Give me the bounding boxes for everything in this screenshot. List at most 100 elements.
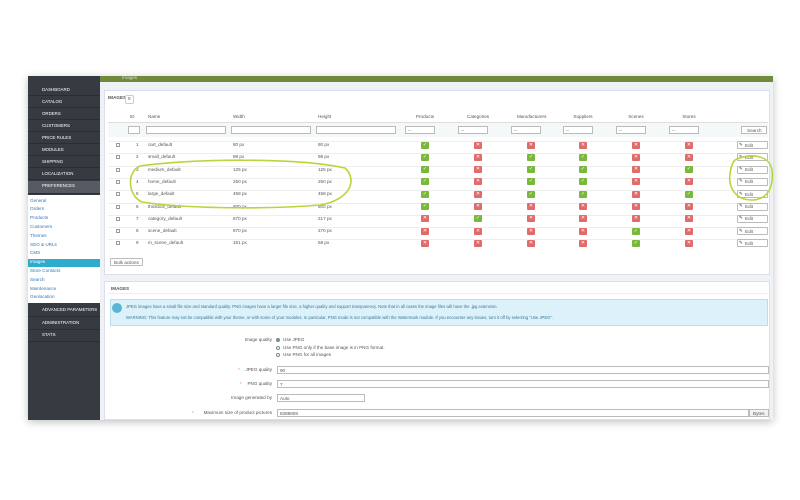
sidebar-item[interactable]: ADVANCED PARAMETERS [28,305,100,317]
sidebar-item[interactable]: CATALOG [28,97,100,108]
submenu-item[interactable]: Products [30,215,49,221]
submenu-item[interactable]: Images [28,258,100,267]
cross-icon: ✕ [421,239,429,247]
submenu-item[interactable]: Store Contacts [30,267,61,273]
radio[interactable] [276,353,280,357]
column-header: Scenes [628,114,644,119]
sidebar-item[interactable]: DASHBOARD [28,85,100,96]
radio-label[interactable]: Use JPEG [283,337,305,342]
cross-icon: ✕ [632,153,640,161]
radio-label[interactable]: Use PNG for all images [283,352,331,357]
required-mark: * [240,380,242,386]
cross-icon: ✕ [685,239,693,247]
row-checkbox[interactable] [116,192,120,197]
image-name: m_scene_default [148,240,183,246]
sidebar-item[interactable]: ADMINISTRATION [28,318,100,330]
column-header: Suppliers [573,114,593,119]
filter-select[interactable]: -- [563,126,593,134]
radio-label[interactable]: Use PNG only if the base image is in PNG… [283,344,385,350]
sidebar-item[interactable]: ORDERS [28,109,100,120]
filter-input[interactable] [316,126,396,134]
sidebar-item[interactable]: SHIPPING [28,157,100,168]
filter-select[interactable]: -- [405,126,435,134]
radio[interactable] [276,345,280,350]
sidebar-item[interactable]: PREFERENCES [28,181,100,194]
image-width: 250 px [233,178,247,184]
submenu-item[interactable]: Search [30,276,45,282]
submenu-bg [28,195,100,303]
row-checkbox[interactable] [116,229,120,234]
field-input[interactable]: 8388608 [277,409,749,417]
submenu-item[interactable]: General [30,197,47,203]
edit-pencil: ✎ [739,153,743,159]
row-checkbox[interactable] [116,167,120,172]
row-checkbox[interactable] [116,216,120,221]
filter-input[interactable] [128,126,140,134]
cross-icon: ✕ [632,190,640,198]
info-box [110,299,768,326]
filter-select[interactable]: -- [616,126,646,134]
check-icon: ✓ [579,166,587,174]
submenu-item[interactable]: CMS [30,250,41,256]
field-input[interactable]: 90 [277,366,769,374]
info-text: JPEG images have a small file size and s… [126,304,498,309]
field-label: Image quality [244,337,272,342]
cross-icon: ✕ [474,178,482,186]
edit-button[interactable]: Edit [737,239,768,248]
row-checkbox[interactable] [116,241,120,246]
row-checkbox[interactable] [116,204,120,209]
sidebar-item[interactable]: PRICE RULES [28,133,100,144]
edit-button[interactable]: Edit [737,141,768,149]
submenu-item[interactable]: Geolocation [30,294,55,300]
check-icon: ✓ [421,153,429,161]
filter-select[interactable]: -- [511,126,541,134]
filter-input[interactable] [146,126,226,134]
edit-button[interactable]: Edit [737,214,768,223]
sidebar-item[interactable]: CUSTOMERS [28,121,100,132]
submenu-item[interactable]: Orders [30,206,45,212]
row-checkbox[interactable] [116,143,120,147]
sidebar-item[interactable]: STATS [28,330,100,342]
image-name: large_default [148,191,175,197]
cross-icon: ✕ [474,190,482,198]
submenu-item[interactable]: Maintenance [30,285,57,291]
image-id: 9 [136,240,139,246]
image-height: 98 px [318,154,330,160]
sidebar-item[interactable]: LOCALIZATION [28,169,100,180]
edit-button[interactable]: Edit [737,227,768,236]
cross-icon: ✕ [421,215,429,223]
filter-select[interactable]: -- [669,126,699,134]
radio[interactable] [276,338,280,342]
cross-icon: ✕ [527,203,535,210]
row-line [108,190,768,192]
row-checkbox[interactable] [116,179,120,184]
bulk-actions[interactable]: Bulk actions [110,258,143,266]
filter-input[interactable] [231,126,311,134]
field-input[interactable]: 7 [277,380,769,388]
cross-icon: ✕ [685,178,693,186]
column-header: Stores [682,114,696,119]
field-label: Image generated by [231,394,272,400]
cross-icon: ✕ [632,215,640,223]
image-name: cart_default [148,142,173,147]
column-header: ID [130,114,135,119]
field-input[interactable]: Auto [277,394,365,402]
check-icon: ✓ [685,190,693,198]
info-icon [112,303,122,313]
field-label: Maximum size of product pictures [203,409,272,415]
submenu-item[interactable]: SEO & URLs [30,241,57,247]
search-button[interactable]: Search [741,126,767,134]
edit-button[interactable]: Edit [737,202,768,211]
row-checkbox[interactable] [116,155,120,160]
check-icon: ✓ [527,190,535,198]
image-name: small_default [148,154,176,160]
edit-pencil: ✎ [739,203,743,208]
sidebar-item[interactable]: MODULES [28,145,100,156]
cross-icon: ✕ [474,141,482,149]
submenu-item[interactable]: Themes [30,232,47,238]
submenu-item[interactable]: Customers [30,223,53,229]
check-icon: ✓ [632,227,640,235]
cross-icon: ✕ [632,178,640,186]
filter-select[interactable]: -- [458,126,488,134]
image-id: 2 [136,154,139,160]
